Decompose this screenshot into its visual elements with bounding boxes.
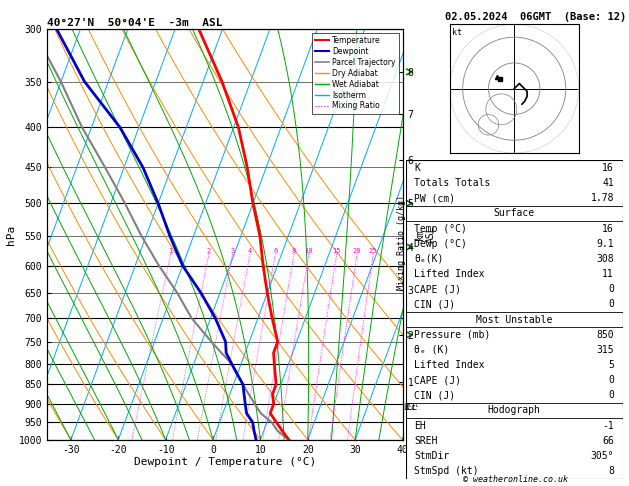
- Text: 11: 11: [603, 269, 614, 279]
- Text: CIN (J): CIN (J): [415, 390, 455, 400]
- Text: Lifted Index: Lifted Index: [415, 360, 485, 370]
- Text: 41: 41: [603, 178, 614, 188]
- Text: 40°27'N  50°04'E  -3m  ASL: 40°27'N 50°04'E -3m ASL: [47, 18, 223, 28]
- Text: 15: 15: [332, 248, 341, 254]
- Text: Dewp (°C): Dewp (°C): [415, 239, 467, 249]
- Text: 9.1: 9.1: [596, 239, 614, 249]
- Text: 5: 5: [608, 360, 614, 370]
- Text: 0: 0: [608, 375, 614, 385]
- Text: CAPE (J): CAPE (J): [415, 375, 462, 385]
- Text: 8: 8: [292, 248, 296, 254]
- Text: EH: EH: [415, 421, 426, 431]
- Text: LCL: LCL: [404, 403, 417, 412]
- Text: K: K: [415, 163, 420, 173]
- Text: Most Unstable: Most Unstable: [476, 314, 552, 325]
- Text: Totals Totals: Totals Totals: [415, 178, 491, 188]
- Text: CAPE (J): CAPE (J): [415, 284, 462, 294]
- Text: 1ᴸᴄᴸ: 1ᴸᴄᴸ: [404, 403, 418, 412]
- Text: 10: 10: [304, 248, 313, 254]
- Y-axis label: km
ASL: km ASL: [415, 226, 437, 243]
- Text: -1: -1: [603, 421, 614, 431]
- Text: Pressure (mb): Pressure (mb): [415, 330, 491, 340]
- Text: 305°: 305°: [591, 451, 614, 461]
- Legend: Temperature, Dewpoint, Parcel Trajectory, Dry Adiabat, Wet Adiabat, Isotherm, Mi: Temperature, Dewpoint, Parcel Trajectory…: [313, 33, 399, 114]
- Text: 16: 16: [603, 224, 614, 234]
- X-axis label: Dewpoint / Temperature (°C): Dewpoint / Temperature (°C): [134, 457, 316, 468]
- Text: 1: 1: [169, 248, 173, 254]
- Text: 2: 2: [207, 248, 211, 254]
- Text: Hodograph: Hodograph: [487, 405, 541, 416]
- Text: 6: 6: [273, 248, 277, 254]
- Text: 66: 66: [603, 436, 614, 446]
- Text: kt: kt: [452, 28, 462, 37]
- Text: Lifted Index: Lifted Index: [415, 269, 485, 279]
- Text: θₑ(K): θₑ(K): [415, 254, 444, 264]
- Text: 0: 0: [608, 284, 614, 294]
- Text: Temp (°C): Temp (°C): [415, 224, 467, 234]
- Text: StmSpd (kt): StmSpd (kt): [415, 466, 479, 476]
- Text: 1.78: 1.78: [591, 193, 614, 203]
- Text: StmDir: StmDir: [415, 451, 450, 461]
- Text: 8: 8: [608, 466, 614, 476]
- Text: 25: 25: [369, 248, 377, 254]
- Text: SREH: SREH: [415, 436, 438, 446]
- Text: 308: 308: [596, 254, 614, 264]
- Text: 0: 0: [608, 390, 614, 400]
- Text: CIN (J): CIN (J): [415, 299, 455, 310]
- Text: 16: 16: [603, 163, 614, 173]
- Text: © weatheronline.co.uk: © weatheronline.co.uk: [464, 474, 568, 484]
- Text: 3: 3: [230, 248, 235, 254]
- Text: θₑ (K): θₑ (K): [415, 345, 450, 355]
- Text: 02.05.2024  06GMT  (Base: 12): 02.05.2024 06GMT (Base: 12): [445, 12, 626, 22]
- Text: 850: 850: [596, 330, 614, 340]
- Text: 315: 315: [596, 345, 614, 355]
- Text: 20: 20: [353, 248, 361, 254]
- Text: 4: 4: [248, 248, 252, 254]
- Text: 0: 0: [608, 299, 614, 310]
- Y-axis label: hPa: hPa: [6, 225, 16, 244]
- Text: PW (cm): PW (cm): [415, 193, 455, 203]
- Text: Mixing Ratio (g/kg): Mixing Ratio (g/kg): [397, 195, 406, 291]
- Text: Surface: Surface: [494, 208, 535, 218]
